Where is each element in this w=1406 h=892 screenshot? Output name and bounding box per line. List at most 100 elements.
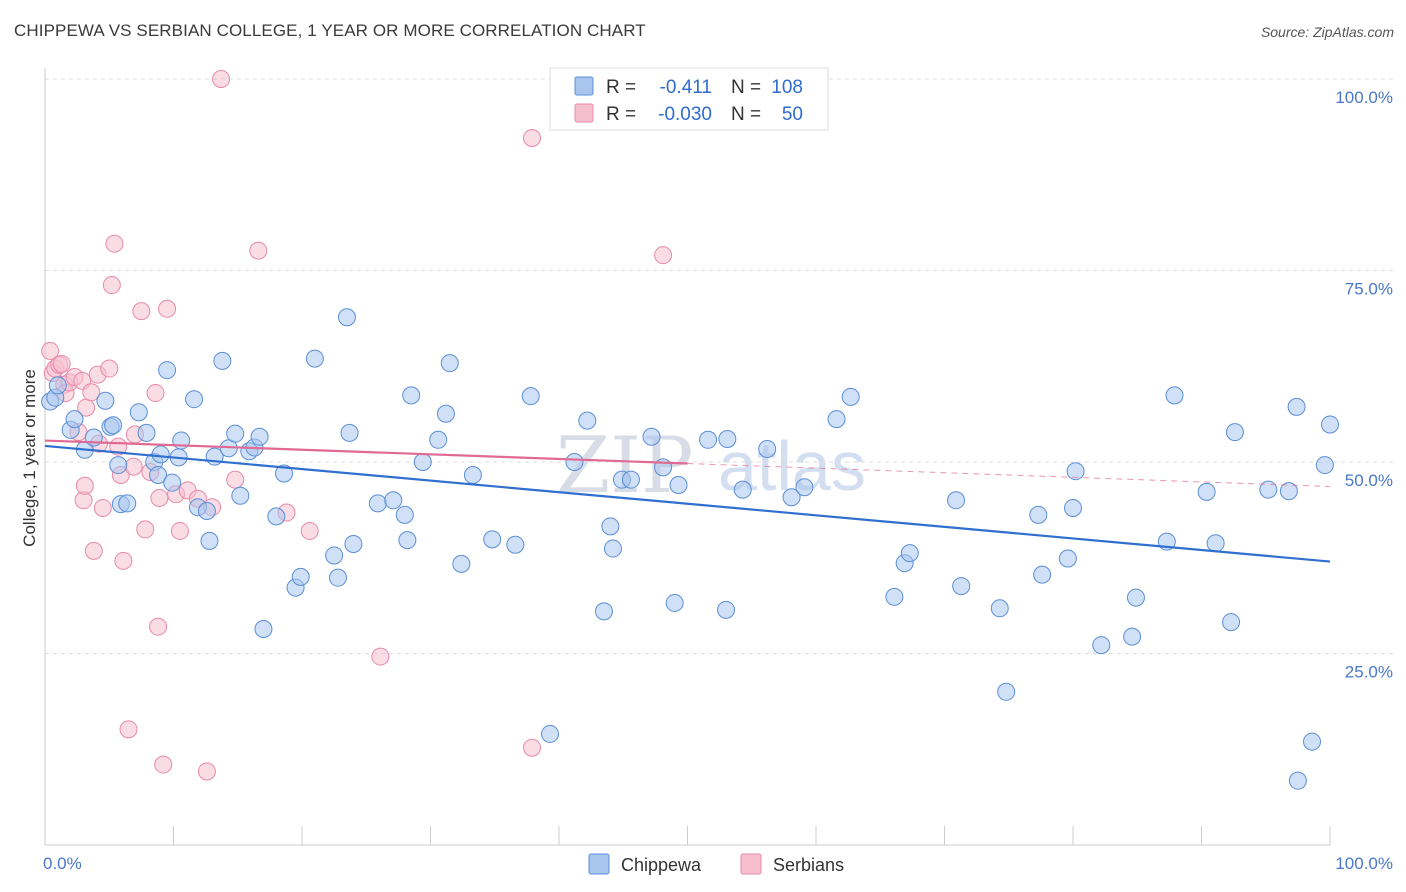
serbian-point — [52, 354, 71, 373]
chippewa-point — [118, 494, 137, 513]
chippewa-point — [1092, 636, 1111, 655]
chippewa-point — [398, 531, 417, 550]
chippewa-point — [952, 577, 971, 596]
chippewa-point — [1279, 482, 1298, 501]
chippewa-point — [1029, 505, 1048, 524]
chippewa-point — [578, 411, 597, 430]
chippewa-point — [413, 453, 432, 471]
chippewa-point — [1321, 415, 1339, 434]
chippewa-point — [402, 386, 421, 405]
chippewa-point — [1259, 480, 1278, 499]
chippewa-point — [337, 308, 356, 327]
chippewa-point — [267, 507, 286, 526]
chippewa-point — [213, 351, 232, 370]
chippewa-point — [1165, 386, 1184, 405]
chippewa-point — [699, 430, 718, 449]
serbian-points — [41, 70, 673, 781]
legend-serbian-swatch — [740, 853, 762, 875]
chippewa-point — [344, 534, 363, 553]
chippewa-n-label: N = — [731, 77, 761, 98]
y-tick-label: 100.0% — [1335, 88, 1393, 107]
chippewa-point — [200, 531, 219, 550]
serbian-point — [146, 384, 165, 403]
chippewa-point — [841, 387, 860, 406]
stats-box: R = -0.411 N = 108 R = -0.030 N = 50 — [549, 67, 829, 131]
chippewa-point — [149, 466, 168, 485]
stats-box-frame — [549, 67, 829, 131]
serbian-point — [197, 762, 216, 781]
serbian-point — [84, 541, 103, 560]
chippewa-point — [1126, 588, 1145, 607]
serbian-point — [300, 521, 319, 540]
chippewa-point — [452, 554, 471, 573]
chippewa-trendline — [44, 444, 1331, 563]
y-tick-label: 75.0% — [1345, 280, 1393, 299]
serbian-r-value: -0.030 — [658, 104, 712, 125]
chippewa-point — [429, 430, 448, 449]
serbian-point — [170, 521, 189, 540]
chippewa-swatch — [574, 76, 594, 96]
x-tick-label: 100.0% — [1335, 854, 1393, 873]
chippewa-point — [594, 602, 613, 621]
chippewa-point — [436, 404, 455, 423]
legend-chippewa-label: Chippewa — [621, 855, 702, 875]
chippewa-point — [1066, 462, 1085, 481]
chippewa-point — [340, 423, 359, 442]
chippewa-point — [197, 502, 216, 521]
chippewa-point — [48, 376, 67, 395]
chippewa-r-value: -0.411 — [660, 77, 712, 98]
serbian-point — [158, 299, 177, 318]
chippewa-point — [368, 494, 387, 513]
chippewa-point — [603, 539, 622, 558]
chippewa-point — [947, 491, 966, 510]
serbian-point — [212, 70, 231, 88]
chippewa-point — [900, 544, 919, 563]
serbian-n-value: 50 — [782, 104, 803, 125]
serbian-point — [249, 241, 268, 260]
serbian-n-label: N = — [731, 104, 761, 125]
chippewa-point — [231, 486, 250, 505]
chippewa-point — [1064, 498, 1082, 517]
chippewa-point — [1058, 549, 1077, 568]
chippewa-point — [163, 473, 182, 492]
chippewa-point — [275, 464, 294, 483]
serbian-point — [132, 302, 151, 321]
chippewa-point — [325, 546, 344, 565]
legend-chippewa-swatch — [588, 853, 610, 875]
chippewa-point — [717, 600, 736, 619]
chippewa-point — [137, 423, 156, 442]
y-tick-label: 25.0% — [1345, 663, 1393, 682]
serbian-trendline — [44, 439, 688, 465]
serbian-swatch — [574, 103, 594, 123]
chippewa-point — [384, 491, 403, 510]
tick-labels: 25.0% 50.0% 75.0% 100.0% 0.0% 100.0% — [43, 88, 1393, 873]
gridlines — [45, 78, 1393, 654]
serbian-point — [124, 457, 143, 476]
chippewa-point — [104, 416, 123, 435]
chippewa-point — [565, 453, 584, 471]
chippewa-point — [1315, 456, 1334, 475]
chippewa-point — [96, 391, 115, 410]
axes — [44, 68, 1331, 846]
chippewa-point — [795, 478, 814, 497]
chippewa-points — [41, 308, 1339, 790]
chippewa-point — [250, 427, 269, 446]
serbian-point — [154, 755, 173, 774]
chippewa-point — [665, 593, 684, 612]
serbian-point — [150, 489, 169, 508]
chippewa-point — [483, 530, 502, 549]
serbian-point — [119, 720, 138, 739]
chippewa-point — [1197, 482, 1216, 501]
chippewa-point — [621, 470, 640, 489]
serbian-r-label: R = — [606, 104, 636, 125]
chippewa-point — [1033, 565, 1052, 584]
legend-serbian-label: Serbians — [773, 855, 844, 875]
chippewa-point — [642, 427, 661, 446]
chippewa-r-label: R = — [606, 77, 636, 98]
chippewa-point — [395, 505, 414, 524]
chippewa-point — [669, 475, 688, 494]
chippewa-point — [151, 445, 170, 464]
chippewa-point — [109, 456, 128, 475]
chippewa-point — [1206, 534, 1225, 553]
